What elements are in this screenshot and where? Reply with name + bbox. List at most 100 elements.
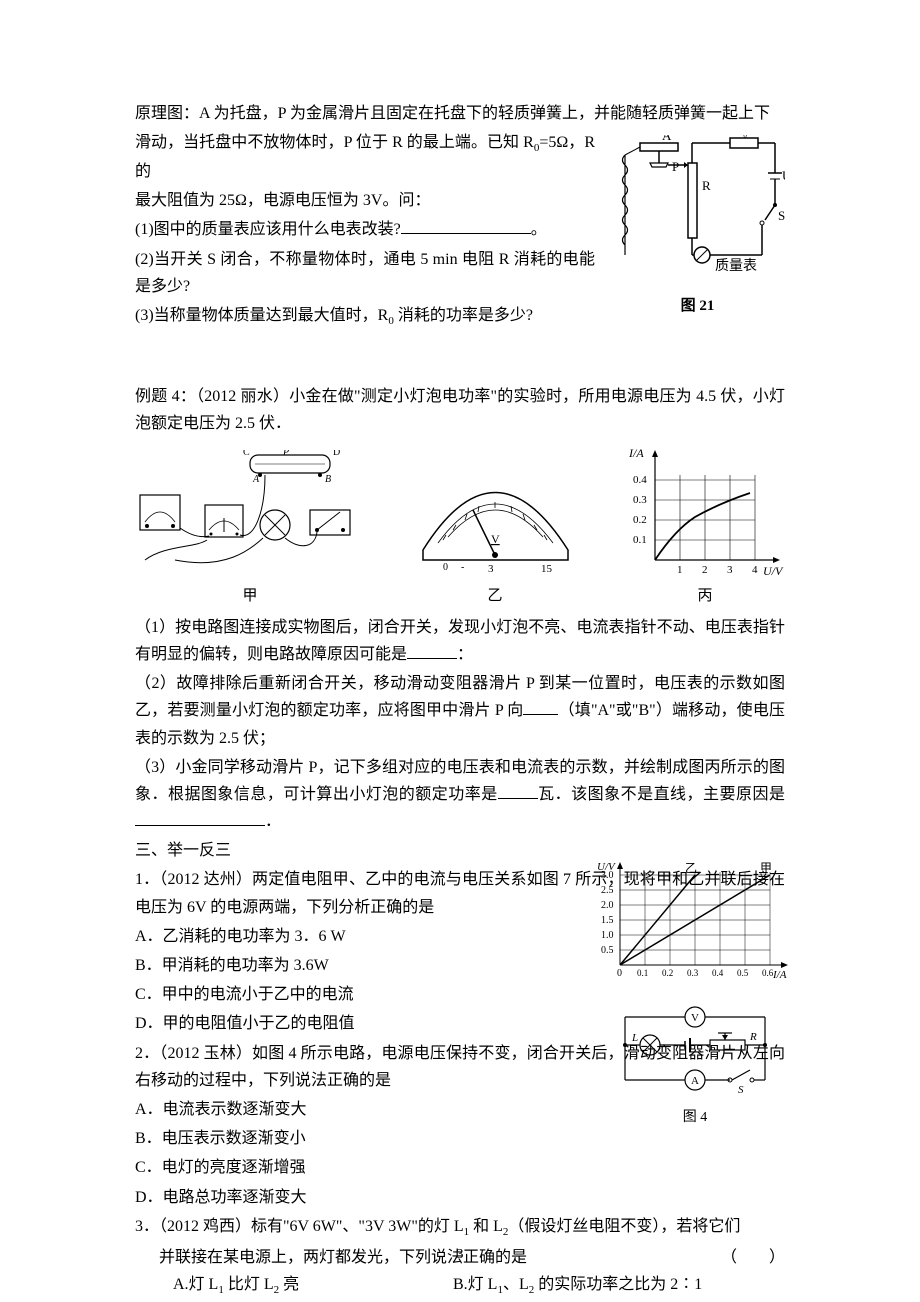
fig21-P: P	[672, 159, 679, 174]
svg-text:0.5: 0.5	[737, 968, 749, 978]
figure-7: U/V I/A 0.51.0 1.52.0 2.53.0 0 0.10.2 0.…	[595, 860, 795, 989]
intro-q1: (1)图中的质量表应该用什么电表改装? 。	[135, 216, 595, 243]
q1-B: B．甲消耗的电功率为 3.6W	[135, 952, 565, 979]
svg-text:R: R	[749, 1031, 757, 1043]
fig21-S: S	[778, 208, 785, 223]
svg-text:V: V	[491, 532, 500, 546]
svg-text:0: 0	[617, 968, 622, 979]
fig-yi: V 0 - 3 15 乙	[413, 465, 578, 610]
iq3b: 消耗的功率是多少?	[394, 307, 533, 324]
svg-text:C: C	[243, 450, 250, 458]
ex4-q3: （3）小金同学移动滑片 P，记下多组对应的电压表和电流表的示数，并绘制成图丙所示…	[135, 754, 785, 836]
svg-text:0.4: 0.4	[712, 968, 724, 978]
blank-e4q3b	[135, 810, 265, 826]
svg-text:0.2: 0.2	[633, 514, 647, 526]
q2-C: C．电灯的亮度逐渐增强	[135, 1154, 635, 1181]
svg-text:15: 15	[541, 563, 553, 575]
svg-text:L: L	[631, 1032, 638, 1044]
svg-text:D: D	[333, 450, 340, 458]
svg-text:乙: 乙	[685, 861, 697, 875]
ex4-title: 例题 4：（2012 丽水）小金在做"测定小灯泡电功率"的实验时，所用电源电压为…	[135, 383, 785, 437]
blank-e4q1	[407, 643, 457, 659]
svg-text:A: A	[691, 1075, 699, 1087]
svg-text:V: V	[691, 1012, 699, 1024]
iq1b: 。	[531, 221, 547, 238]
fig21-R: R	[702, 178, 711, 193]
fig21-caption: 图 21	[610, 294, 785, 320]
svg-text:0.1: 0.1	[637, 968, 648, 978]
fig-bing: I/A U/V 0.1 0.2 0.3 0.4 1 2 3 4 丙	[625, 445, 785, 610]
svg-text:0.3: 0.3	[633, 494, 647, 506]
label-jia: 甲	[242, 584, 257, 610]
q3-A: A.灯 L1 比灯 L2 亮	[173, 1271, 453, 1300]
intro-line3: 最大阻值为 25Ω，电源电压恒为 3V。问：	[135, 187, 595, 214]
q3bb: 、L	[503, 1276, 529, 1293]
fig21-R0: R₀	[735, 135, 747, 138]
intro-q3: (3)当称量物体质量达到最大值时，R0 消耗的功率是多少?	[135, 302, 595, 331]
q3sc: （假设灯丝电阻不变），若将它们	[508, 1218, 740, 1235]
figure-21: A P R R₀ U S 质量表 图 21	[610, 135, 785, 320]
svg-text:-: -	[461, 562, 464, 573]
q2-D: D．电路总功率逐渐变大	[135, 1184, 635, 1211]
label-yi: 乙	[487, 584, 502, 610]
fig21-meter: 质量表	[715, 258, 757, 274]
q3bc: 的实际功率之比为 2∶1	[534, 1276, 702, 1293]
q3aa: A.灯 L	[173, 1276, 218, 1293]
q3-stem1: 3．（2012 鸡西）标有"6V 6W"、"3V 3W"的灯 L1 和 L2（假…	[135, 1213, 785, 1242]
blank-1	[401, 218, 531, 234]
svg-text:S: S	[738, 1084, 744, 1095]
svg-text:2.0: 2.0	[601, 900, 614, 911]
e4q1b: ：	[457, 646, 473, 663]
iq1a: (1)图中的质量表应该用什么电表改装?	[135, 221, 401, 238]
svg-text:3: 3	[488, 563, 494, 575]
intro-q2: (2)当开关 S 闭合，不称量物体时，通电 5 min 电阻 R 消耗的电能是多…	[135, 246, 595, 300]
experiment-figures: CPD AB 甲 V	[135, 445, 785, 610]
q3sa: 3．（2012 鸡西）标有"6V 6W"、"3V 3W"的灯 L	[135, 1218, 464, 1235]
svg-text:1.5: 1.5	[601, 915, 614, 926]
fig-jia: CPD AB 甲	[135, 450, 365, 610]
q3ac: 亮	[279, 1276, 299, 1293]
svg-text:1: 1	[677, 564, 683, 576]
ex4-q2: （2）故障排除后重新闭合开关，移动滑动变阻器滑片 P 到某一位置时，电压表的示数…	[135, 670, 785, 752]
svg-text:甲: 甲	[760, 861, 772, 875]
blank-e4q2	[523, 699, 558, 715]
svg-text:2.5: 2.5	[601, 885, 614, 896]
svg-text:0.5: 0.5	[601, 945, 614, 956]
fig21-U: U	[782, 168, 785, 183]
svg-text:0.1: 0.1	[633, 534, 647, 546]
svg-text:3: 3	[727, 564, 733, 576]
e4q3c: ．	[265, 813, 281, 830]
ex4-q1: （1）按电路图连接成实物图后，闭合开关，发现小灯泡不亮、电流表指针不动、电压表指…	[135, 614, 785, 668]
svg-text:1.0: 1.0	[601, 930, 614, 941]
fig4-caption: 图 4	[610, 1106, 780, 1130]
label-bing: 丙	[697, 584, 712, 610]
svg-text:I/A: I/A	[628, 446, 644, 460]
q3-B: B.灯 L1、L2 的实际功率之比为 2∶1	[453, 1271, 702, 1300]
svg-text:0.6: 0.6	[762, 968, 774, 978]
iq3a: (3)当称量物体质量达到最大值时，R	[135, 307, 388, 324]
svg-text:4: 4	[752, 564, 758, 576]
figure-4: V L R A S 图 4	[610, 1005, 780, 1130]
fig21-A: A	[662, 135, 672, 143]
svg-text:B: B	[325, 474, 331, 485]
svg-text:I/A: I/A	[772, 969, 787, 980]
intro-l2a: 滑动，当托盘中不放物体时，P 位于 R 的最上端。已知 R	[135, 134, 534, 151]
svg-text:3.0: 3.0	[601, 870, 614, 881]
blank-e4q3a	[498, 783, 538, 799]
q2-B: B．电压表示数逐渐变小	[135, 1125, 635, 1152]
svg-text:0.4: 0.4	[633, 474, 647, 486]
ex4ta: 例题 4：（2012 丽水）	[135, 388, 289, 405]
svg-text:P: P	[282, 450, 289, 458]
e4q3b: 瓦．该图象不是直线，主要原因是	[538, 786, 785, 803]
q2-A: A．电流表示数逐渐变大	[135, 1096, 635, 1123]
q3ba: B.灯 L	[453, 1276, 497, 1293]
svg-text:0: 0	[443, 562, 448, 573]
intro-line1: 原理图：A 为托盘，P 为金属滑片且固定在托盘下的轻质弹簧上，并能随轻质弹簧一起…	[135, 100, 785, 127]
q1-C: C．甲中的电流小于乙中的电流	[135, 981, 565, 1008]
q1-A: A．乙消耗的电功率为 3．6 W	[135, 923, 565, 950]
svg-text:0.2: 0.2	[662, 968, 673, 978]
q1-D: D．甲的电阻值小于乙的电阻值	[135, 1010, 565, 1037]
svg-text:U/V: U/V	[763, 564, 784, 578]
intro-line2: 滑动，当托盘中不放物体时，P 位于 R 的最上端。已知 R0=5Ω，R 的	[135, 129, 595, 185]
svg-text:2: 2	[702, 564, 708, 576]
